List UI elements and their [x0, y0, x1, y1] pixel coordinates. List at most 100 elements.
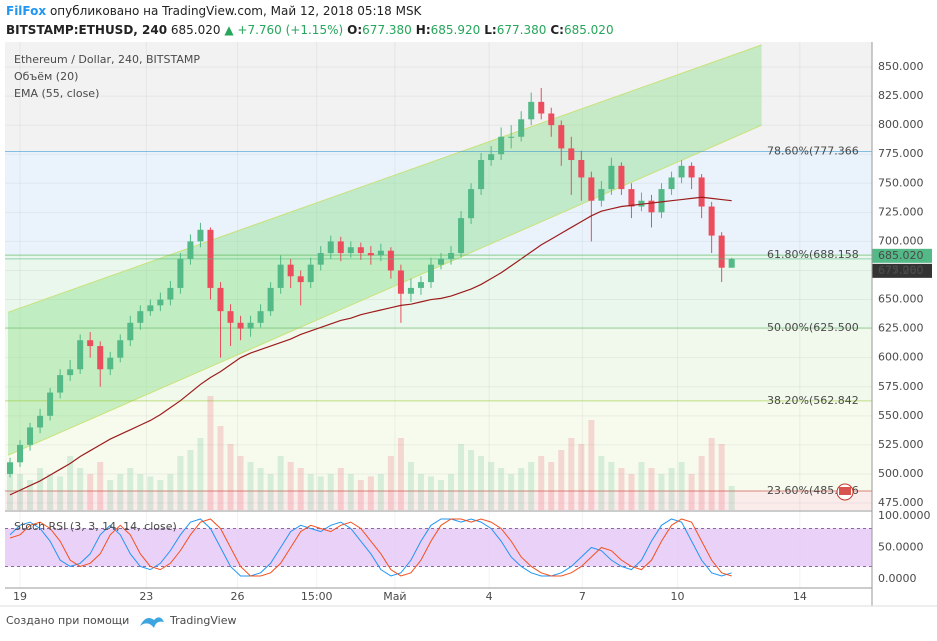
top-mask: [5, 36, 872, 42]
volume-bar: [7, 462, 14, 510]
brand-logo: [140, 617, 164, 628]
stoch-tick-label: 50.0000: [878, 540, 924, 553]
volume-bar: [187, 450, 194, 510]
price-tag-label: 685.020: [878, 249, 924, 262]
candle-body: [357, 247, 364, 254]
candle-body: [708, 206, 715, 236]
volume-bar: [728, 486, 735, 510]
volume-bar: [518, 468, 525, 510]
ema-line: [9, 196, 732, 496]
stoch-tick-label: 100.0000: [878, 509, 931, 522]
volume-bar: [618, 468, 625, 510]
candle-body: [287, 264, 294, 277]
symbol: BITSTAMP:ETHUSD, 240: [6, 23, 167, 37]
y-tick-label: 700.000: [878, 234, 924, 247]
y-tick-label: 775.000: [878, 147, 924, 160]
candle-body: [17, 444, 24, 463]
volume-bar: [427, 476, 434, 510]
candle-body: [307, 264, 314, 283]
channel-line: [7, 124, 762, 456]
volume-bar: [658, 474, 665, 510]
candle-body: [698, 177, 705, 207]
volume-bar: [137, 474, 144, 510]
candle-body: [107, 357, 114, 370]
candle-body: [167, 287, 174, 300]
volume-bar: [27, 480, 34, 510]
candle-body: [648, 200, 655, 213]
volume-bar: [638, 462, 645, 510]
candle-body: [337, 241, 344, 254]
volume-bar: [107, 480, 114, 510]
candle-body: [387, 250, 394, 271]
x-tick-label: 7: [579, 590, 586, 603]
ohlc: O:677.380 H:685.920 L:677.380 C:685.020: [347, 23, 613, 37]
volume-bar: [197, 438, 204, 510]
candle-body: [548, 113, 555, 126]
volume-bar: [157, 480, 164, 510]
volume-bar: [307, 474, 314, 510]
volume-bar: [407, 462, 414, 510]
volume-bar: [468, 450, 475, 510]
volume-bar: [247, 462, 254, 510]
stoch-line: [9, 518, 732, 577]
volume-bar: [628, 474, 635, 510]
volume-bar: [437, 480, 445, 510]
channel-line: [7, 44, 762, 313]
volume-bar: [578, 444, 585, 510]
candle-body: [488, 154, 495, 161]
candle-body: [267, 287, 274, 312]
symbol-line: BITSTAMP:ETHUSD, 240 685.020 ▲ +7.760 (+…: [6, 23, 614, 37]
fib-band: [5, 255, 872, 329]
volume-bar: [538, 456, 545, 510]
y-tick-label: 500.000: [878, 467, 924, 480]
fib-label: 50.00%(625.500: [767, 321, 859, 334]
volume-bar: [117, 474, 124, 510]
volume-bar: [387, 456, 394, 510]
fib-band: [5, 151, 872, 256]
volume-bar: [37, 468, 44, 510]
volume-bar: [508, 474, 515, 510]
ohlc-key: H:: [416, 23, 431, 37]
candle-body: [157, 299, 164, 306]
ohlc-value: 677.380: [497, 23, 547, 37]
price-tag-label: 677.260: [878, 264, 924, 277]
fib-band: [5, 491, 872, 510]
volume-bar: [668, 468, 675, 510]
change: ▲ +7.760 (+1.15%): [224, 23, 343, 37]
candle-body: [688, 165, 695, 178]
y-tick-label: 550.000: [878, 409, 924, 422]
volume-bar: [458, 444, 465, 510]
x-tick-label: 23: [139, 590, 153, 603]
candle-body: [498, 136, 505, 155]
price: 685.020: [171, 23, 221, 37]
volume-bar: [568, 438, 575, 510]
legend-entry: Объём (20): [14, 70, 78, 83]
candle-body: [558, 125, 565, 149]
candle-body: [718, 235, 725, 268]
candle-body: [538, 101, 545, 114]
candle-body: [588, 177, 595, 201]
candle-body: [77, 340, 84, 370]
candle-body: [528, 101, 535, 120]
fib-label: 61.80%(688.158: [767, 248, 859, 261]
volume-bar: [67, 456, 74, 510]
candle-body: [668, 177, 675, 190]
volume-bar: [77, 468, 84, 510]
x-tick-label: 26: [231, 590, 245, 603]
candle-body: [427, 264, 434, 283]
volume-bar: [267, 474, 274, 510]
ohlc-key: C:: [550, 23, 564, 37]
x-tick-label: 14: [793, 590, 807, 603]
fib-label: 78.60%(777.366: [767, 144, 859, 157]
candle-body: [327, 241, 334, 254]
candle-body: [297, 276, 304, 283]
y-tick-label: 525.000: [878, 438, 924, 451]
fib-label: 23.60%(485.316: [767, 484, 859, 497]
candle-body: [367, 253, 374, 256]
candle-body: [47, 392, 54, 416]
candle-body: [508, 136, 515, 138]
volume-bar: [377, 474, 384, 510]
volume-bar: [277, 456, 284, 510]
candle-body: [598, 189, 605, 201]
x-tick-label: 10: [671, 590, 685, 603]
